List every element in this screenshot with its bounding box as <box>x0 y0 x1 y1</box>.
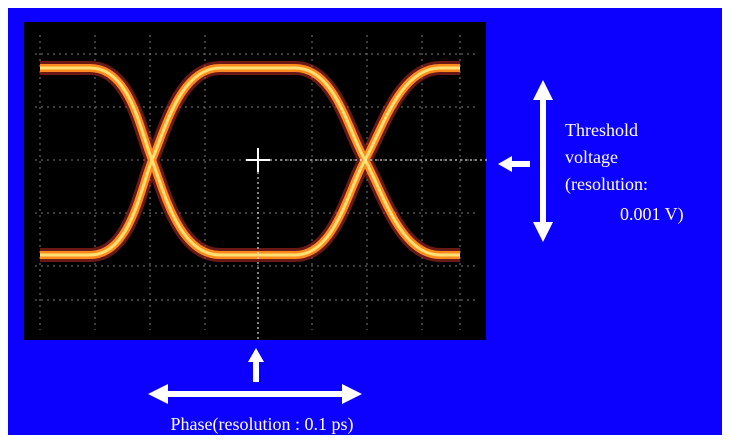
figure: Threshold voltage (resolution: 0.001 V) … <box>0 0 730 443</box>
threshold-label: Threshold <box>565 120 638 140</box>
threshold-label: voltage <box>565 147 618 167</box>
threshold-label: 0.001 V) <box>620 204 684 225</box>
phase-label: Phase(resolution : 0.1 ps) <box>171 414 354 435</box>
threshold-label: (resolution: <box>565 174 648 195</box>
